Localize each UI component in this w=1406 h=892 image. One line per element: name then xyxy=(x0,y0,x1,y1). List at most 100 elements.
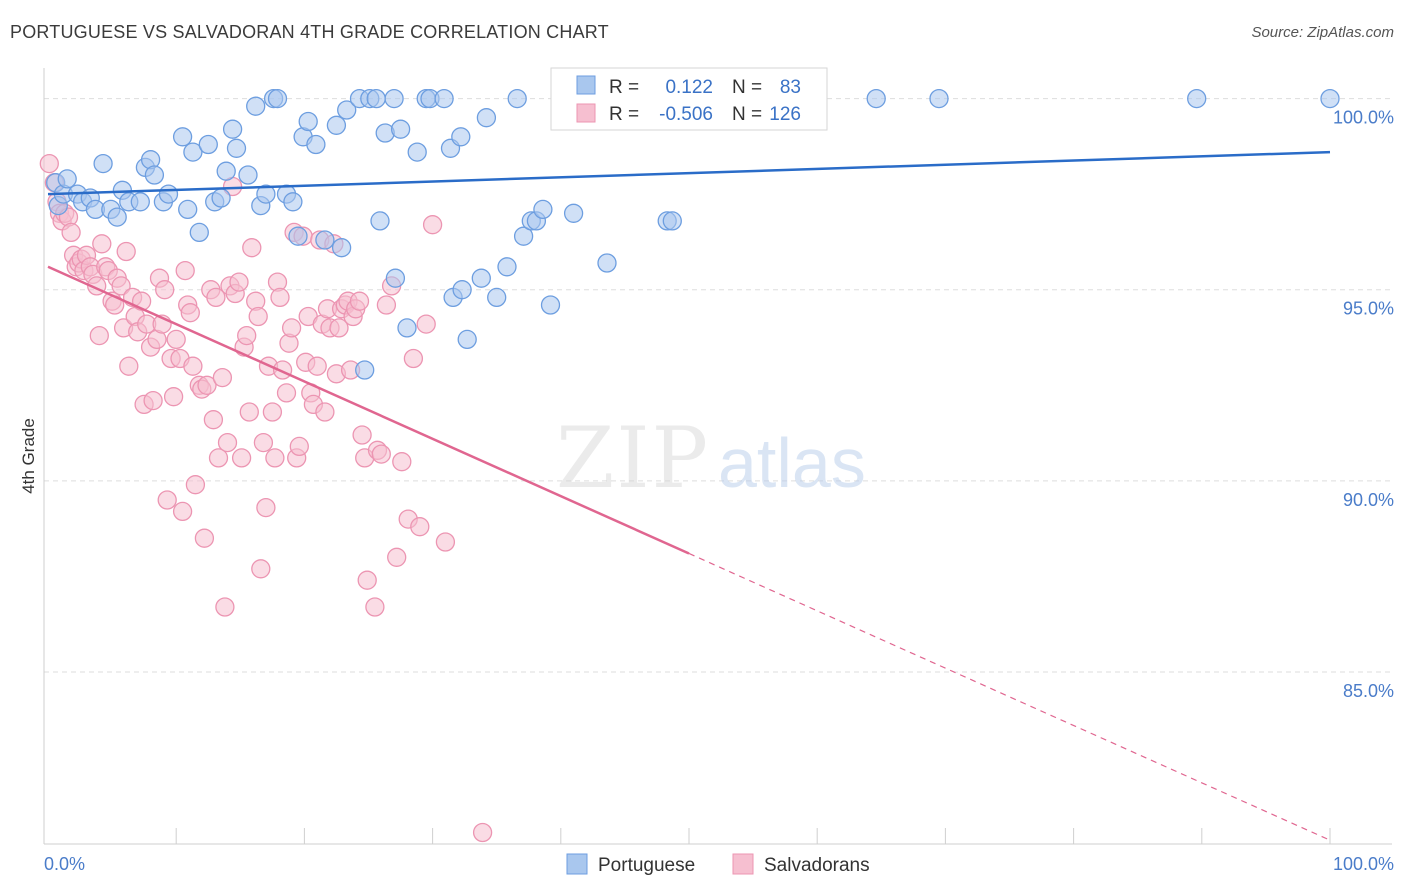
point-portuguese-46 xyxy=(355,360,375,380)
watermark-zip: ZIP xyxy=(556,409,710,507)
point-salvadorans-84 xyxy=(281,318,302,338)
point-salvadorans-26 xyxy=(116,241,136,262)
point-salvadorans-77 xyxy=(262,402,283,422)
point-portuguese-73 xyxy=(540,295,561,315)
point-salvadorans-17 xyxy=(89,325,109,346)
point-salvadorans-111 xyxy=(357,570,377,590)
y-tick-label-100: 100.0% xyxy=(1333,108,1394,128)
point-portuguese-58 xyxy=(434,88,454,109)
point-salvadorans-74 xyxy=(253,432,274,453)
point-portuguese-28 xyxy=(226,138,247,158)
point-salvadorans-68 xyxy=(237,325,257,346)
point-portuguese-3 xyxy=(57,169,77,189)
point-portuguese-53 xyxy=(390,119,411,139)
point-portuguese-41 xyxy=(315,230,335,250)
point-salvadorans-60 xyxy=(215,597,235,617)
legend-r-label-1: R = xyxy=(609,77,639,98)
point-portuguese-36 xyxy=(283,192,303,212)
point-portuguese-22 xyxy=(189,222,209,243)
point-salvadorans-42 xyxy=(163,387,184,407)
watermark-atlas: atlas xyxy=(718,424,866,502)
point-salvadorans-54 xyxy=(197,375,217,395)
point-portuguese-68 xyxy=(507,88,527,109)
point-portuguese-20 xyxy=(178,199,198,220)
point-salvadorans-78 xyxy=(265,448,285,468)
point-portuguese-39 xyxy=(298,111,318,132)
bottom-legend-label-portuguese: Portuguese xyxy=(598,855,695,876)
point-portuguese-23 xyxy=(198,134,218,155)
point-salvadorans-124 xyxy=(435,532,456,552)
point-portuguese-52 xyxy=(385,268,406,288)
y-tick-label-95: 95.0% xyxy=(1343,299,1394,319)
bottom-legend-swatch-portuguese xyxy=(566,853,588,875)
point-salvadorans-108 xyxy=(349,291,370,311)
point-salvadorans-72 xyxy=(248,306,268,327)
point-salvadorans-66 xyxy=(231,448,252,468)
point-portuguese-37 xyxy=(288,226,308,246)
x-tick-label-max: 100.0% xyxy=(1333,854,1394,874)
point-portuguese-79 xyxy=(866,88,886,109)
point-salvadorans-118 xyxy=(392,452,412,472)
point-portuguese-13 xyxy=(130,192,150,212)
watermark: ZIP atlas xyxy=(556,409,866,507)
point-salvadorans-82 xyxy=(276,383,297,403)
source-credit: Source: ZipAtlas.com xyxy=(1251,24,1394,41)
x-tick-label-min: 0.0% xyxy=(44,854,85,874)
trendline-portuguese xyxy=(47,150,1331,196)
legend-r-value-1: 0.122 xyxy=(665,77,713,98)
point-portuguese-80 xyxy=(929,88,949,109)
point-portuguese-32 xyxy=(256,184,276,204)
point-salvadorans-46 xyxy=(175,260,195,281)
point-salvadorans-35 xyxy=(143,390,163,411)
point-portuguese-63 xyxy=(457,329,477,350)
legend-n-value-1: 83 xyxy=(780,77,801,98)
point-portuguese-74 xyxy=(563,203,584,223)
point-salvadorans-122 xyxy=(416,314,436,334)
point-portuguese-25 xyxy=(211,188,231,208)
point-salvadorans-101 xyxy=(329,318,349,338)
point-salvadorans-123 xyxy=(422,215,443,235)
y-tick-label-85: 85.0% xyxy=(1343,681,1394,701)
point-salvadorans-109 xyxy=(352,425,372,445)
point-salvadorans-53 xyxy=(194,528,215,548)
point-portuguese-18 xyxy=(158,184,179,204)
trendline-salvadorans-extrapolated xyxy=(688,552,1331,841)
bottom-legend-swatch-salvadorans xyxy=(732,853,754,875)
point-salvadorans-61 xyxy=(217,432,238,453)
series-legend: Portuguese Salvadorans xyxy=(566,853,870,876)
point-portuguese-8 xyxy=(93,153,113,174)
point-salvadorans-112 xyxy=(365,597,385,617)
series-portuguese-points xyxy=(46,88,1340,380)
point-portuguese-44 xyxy=(337,100,357,120)
grid-lines xyxy=(44,98,1392,673)
point-salvadorans-73 xyxy=(251,559,271,579)
point-salvadorans-56 xyxy=(203,410,224,430)
legend-swatch-salvadorans xyxy=(576,103,596,123)
point-portuguese-67 xyxy=(497,257,517,277)
legend-r-label-2: R = xyxy=(609,104,639,125)
point-portuguese-30 xyxy=(246,96,266,116)
point-salvadorans-43 xyxy=(166,329,186,350)
point-portuguese-75 xyxy=(597,253,617,273)
point-portuguese-66 xyxy=(487,287,507,308)
point-portuguese-34 xyxy=(267,88,288,109)
point-portuguese-82 xyxy=(1320,88,1340,109)
point-salvadorans-24 xyxy=(111,276,131,296)
point-portuguese-78 xyxy=(662,211,682,231)
point-salvadorans-58 xyxy=(208,448,229,468)
point-salvadorans-121 xyxy=(410,517,430,537)
point-salvadorans-48 xyxy=(180,303,200,323)
trend-lines xyxy=(47,150,1331,841)
legend-r-value-2: -0.506 xyxy=(659,104,713,125)
point-portuguese-26 xyxy=(216,161,236,181)
point-salvadorans-0 xyxy=(39,153,59,174)
point-portuguese-43 xyxy=(331,238,352,258)
series-salvadorans-points xyxy=(39,153,493,843)
legend-n-value-2: 126 xyxy=(769,104,801,125)
point-portuguese-54 xyxy=(397,318,417,338)
point-portuguese-69 xyxy=(513,226,534,246)
point-salvadorans-59 xyxy=(212,367,233,388)
point-portuguese-19 xyxy=(172,127,193,147)
y-tick-label-90: 90.0% xyxy=(1343,490,1394,510)
point-portuguese-10 xyxy=(107,207,127,227)
